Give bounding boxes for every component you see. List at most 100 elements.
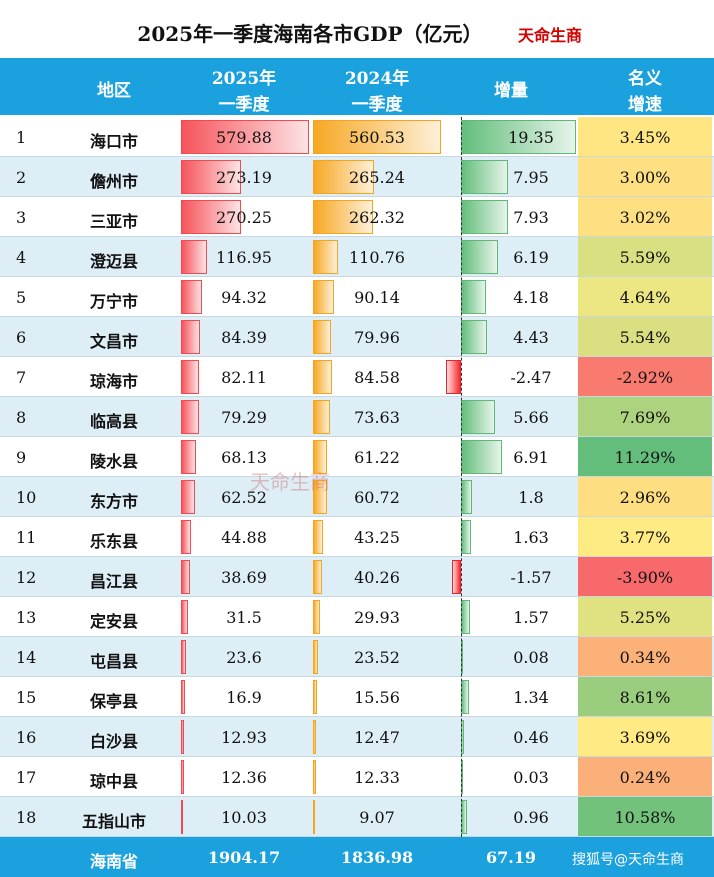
cell-value: 7.69% [619,408,671,427]
header-text: 地区 [97,81,131,101]
rank: 14 [16,648,37,667]
cell-value: 12.36 [221,768,267,787]
cell-value: 3.69% [619,728,671,747]
header-text: 增速 [628,95,662,115]
bar-2024 [313,680,317,714]
cell-value: 5.66 [513,408,549,427]
bar-2024 [313,160,374,194]
cell-value: 90.14 [354,288,400,307]
rank: 17 [16,768,37,787]
region: 文昌市 [89,332,138,351]
cell-value: 0.03 [513,768,549,787]
cell-value: 31.5 [226,608,262,627]
cell-value: 16.9 [226,688,262,707]
cell-value: 3.45% [619,128,671,147]
region: 琼海市 [89,372,138,391]
cell-value: 68.13 [221,448,267,467]
cell-value: 12.47 [354,728,400,747]
region: 东方市 [89,492,138,511]
cell-value: 9.07 [359,808,395,827]
cell-value: 5.59% [619,248,671,267]
rank: 12 [16,568,37,587]
bar-increment [461,120,576,154]
bar-2024 [313,120,441,154]
growth-cell [578,117,712,157]
footer-text: 海南省 [89,852,138,871]
bar-2025 [181,240,207,274]
brand: 天命生商 [518,26,583,45]
cell-value: 10.03 [221,808,267,827]
region: 三亚市 [89,212,138,231]
bar-2024 [313,560,323,594]
bar-2025 [181,280,202,314]
rank: 5 [16,288,27,307]
cell-value: 94.32 [221,288,267,307]
bar-2024 [313,520,323,554]
bar-2025 [181,360,200,394]
cell-value: 4.18 [513,288,549,307]
header-text: 2024年 [344,69,410,89]
growth-cell [578,717,712,757]
rank: 3 [16,208,27,227]
cell-value: 12.33 [354,768,400,787]
region: 定安县 [89,612,138,631]
growth-cell [578,757,712,797]
cell-value: 12.93 [221,728,267,747]
cell-value: 84.58 [354,368,400,387]
cell-value: 73.63 [354,408,400,427]
cell-value: 62.52 [221,488,267,507]
cell-value: -2.47 [510,368,552,387]
cell-value: 8.61% [619,688,671,707]
cell-value: 23.6 [226,648,262,667]
bar-2024 [313,640,319,674]
title: 2025年一季度海南各市GDP（亿元） [137,22,483,46]
growth-cell [578,677,712,717]
bar-increment [446,360,461,394]
cell-value: 4.43 [513,328,549,347]
growth-cell [578,797,712,837]
cell-value: 579.88 [216,128,272,147]
growth-cell [578,397,712,437]
cell-value: 11.29% [614,448,676,467]
cell-value: 3.77% [619,528,671,547]
cell-value: 15.56 [354,688,400,707]
bar-2025 [181,200,241,234]
cell-value: 5.25% [619,608,671,627]
rank: 7 [16,368,27,387]
header-text: 2025年 [211,69,277,89]
bar-2024 [313,280,334,314]
bar-2025 [181,520,191,554]
cell-value: 2.96% [619,488,671,507]
cell-value: 1.57 [513,608,549,627]
cell-value: 3.02% [619,208,671,227]
rank: 11 [16,528,37,547]
cell-value: 7.93 [513,208,549,227]
cell-value: 1.63 [513,528,549,547]
cell-value: 10.58% [614,808,676,827]
cell-value: 5.54% [619,328,671,347]
cell-value: 84.39 [221,328,267,347]
bar-2025 [181,600,188,634]
cell-value: 3.00% [619,168,671,187]
bar-2025 [181,560,190,594]
rank: 9 [16,448,27,467]
cell-value: 0.24% [619,768,671,787]
region: 白沙县 [89,732,138,751]
bar-2025 [181,400,199,434]
growth-cell [578,157,712,197]
header-text: 名义 [628,69,662,89]
cell-value: 116.95 [216,248,272,267]
bar-increment [461,240,498,274]
bar-2024 [313,440,327,474]
bar-increment [451,560,461,594]
growth-cell [578,477,712,517]
bar-2024 [313,760,316,794]
region: 海口市 [89,132,138,151]
bar-2025 [181,120,309,154]
cell-value: 6.19 [513,248,549,267]
region: 澄迈县 [89,252,138,271]
bar-2024 [313,480,327,514]
bar-2025 [181,640,187,674]
cell-value: -2.92% [616,368,674,387]
